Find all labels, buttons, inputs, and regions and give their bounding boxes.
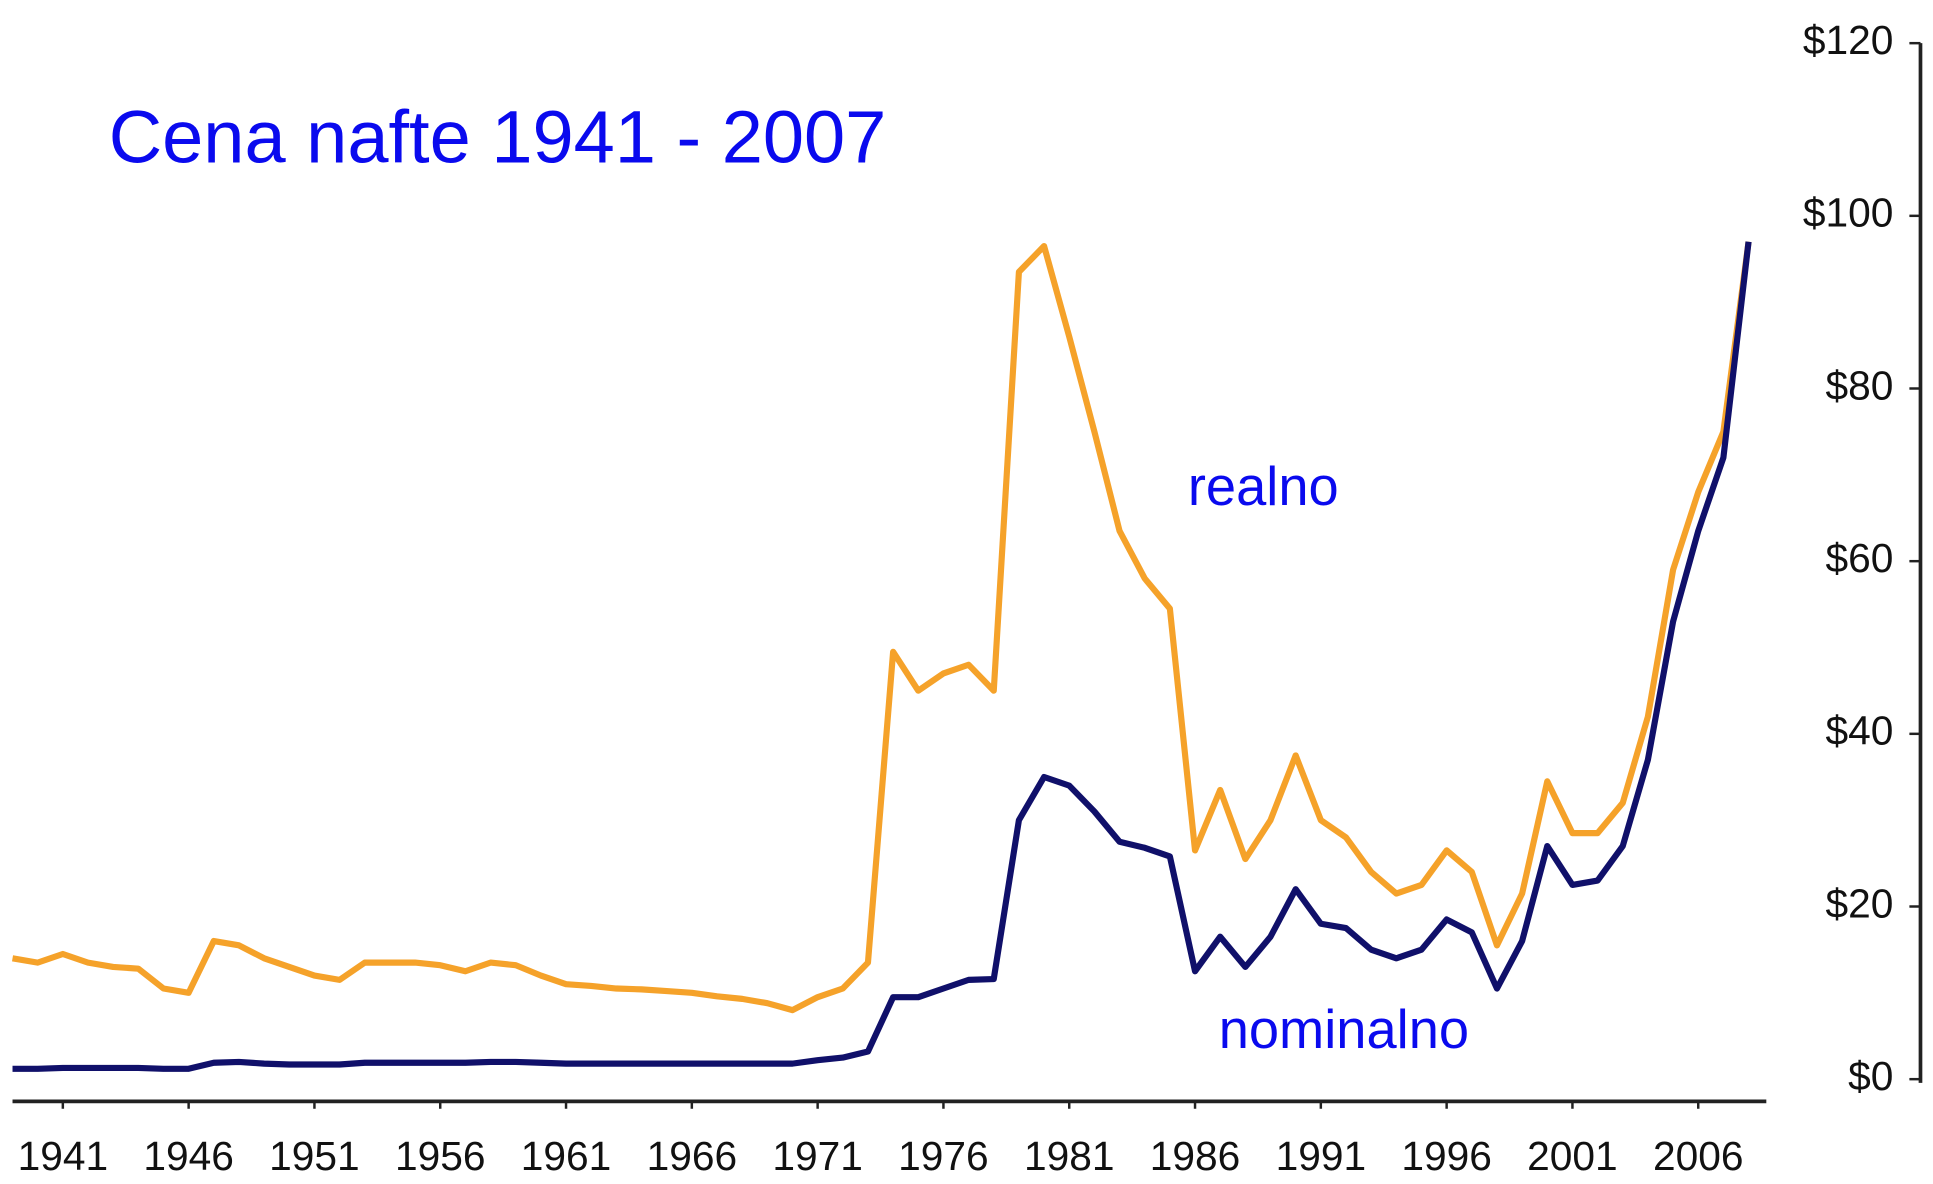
series-line <box>11 241 1752 1014</box>
x-tick-label: 1976 <box>898 1133 989 1179</box>
x-tick-label: 1941 <box>18 1133 109 1179</box>
x-tick-label: 1961 <box>521 1133 612 1179</box>
y-tick-label: $20 <box>1825 880 1893 926</box>
x-tick-label: 1991 <box>1276 1133 1367 1179</box>
x-tick-label: 1996 <box>1401 1133 1492 1179</box>
y-tick-label: $60 <box>1825 535 1893 581</box>
chart-title: Cena nafte 1941 - 2007 <box>109 96 887 179</box>
y-tick-label: $80 <box>1825 362 1893 408</box>
x-tick-label: 1966 <box>647 1133 738 1179</box>
y-tick-label: $40 <box>1825 708 1893 754</box>
x-tick-label: 1951 <box>269 1133 360 1179</box>
series-line <box>12 241 1752 1072</box>
x-tick-label: 2006 <box>1653 1133 1744 1179</box>
y-tick-label: $0 <box>1848 1053 1893 1099</box>
annotation: nominalno <box>1219 1000 1469 1060</box>
annotation: realno <box>1188 457 1339 517</box>
y-tick-label: $100 <box>1803 190 1894 236</box>
x-tick-label: 2001 <box>1527 1133 1618 1179</box>
x-tick-label: 1956 <box>395 1133 486 1179</box>
y-tick-label: $120 <box>1803 17 1894 63</box>
x-tick-label: 1981 <box>1024 1133 1115 1179</box>
x-tick-label: 1986 <box>1150 1133 1241 1179</box>
x-tick-label: 1971 <box>772 1133 863 1179</box>
x-tick-label: 1946 <box>143 1133 234 1179</box>
